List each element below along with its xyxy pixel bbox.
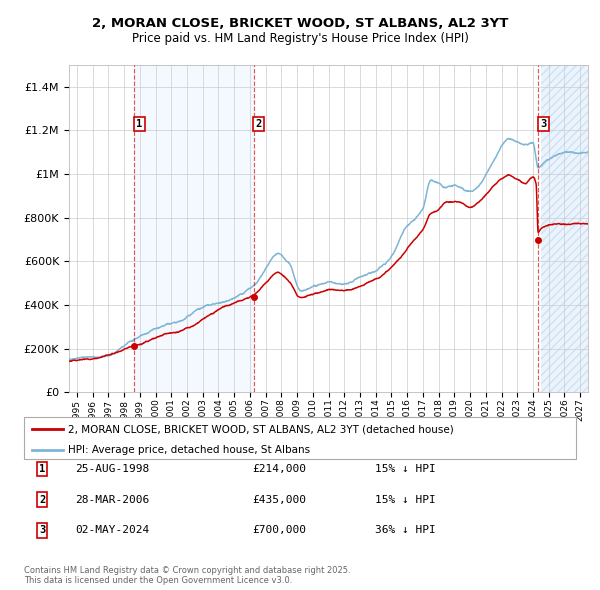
Bar [541, 65, 588, 392]
Text: 2, MORAN CLOSE, BRICKET WOOD, ST ALBANS, AL2 3YT: 2, MORAN CLOSE, BRICKET WOOD, ST ALBANS,… [92, 17, 508, 30]
Bar [134, 65, 254, 392]
Text: Price paid vs. HM Land Registry's House Price Index (HPI): Price paid vs. HM Land Registry's House … [131, 32, 469, 45]
Text: HPI: Average price, detached house, St Albans: HPI: Average price, detached house, St A… [68, 445, 310, 455]
Text: 3: 3 [39, 526, 45, 535]
Text: £700,000: £700,000 [252, 526, 306, 535]
Text: 1: 1 [136, 119, 142, 129]
Text: 15% ↓ HPI: 15% ↓ HPI [375, 464, 436, 474]
Text: 36% ↓ HPI: 36% ↓ HPI [375, 526, 436, 535]
Text: £214,000: £214,000 [252, 464, 306, 474]
Text: Contains HM Land Registry data © Crown copyright and database right 2025.
This d: Contains HM Land Registry data © Crown c… [24, 566, 350, 585]
Text: 28-MAR-2006: 28-MAR-2006 [75, 495, 149, 504]
Text: 3: 3 [540, 119, 547, 129]
Text: 1: 1 [39, 464, 45, 474]
Text: 15% ↓ HPI: 15% ↓ HPI [375, 495, 436, 504]
Text: 2: 2 [39, 495, 45, 504]
Text: £435,000: £435,000 [252, 495, 306, 504]
Text: 25-AUG-1998: 25-AUG-1998 [75, 464, 149, 474]
Bar [541, 65, 588, 392]
Text: 2: 2 [256, 119, 262, 129]
FancyBboxPatch shape [24, 417, 576, 459]
Text: 2, MORAN CLOSE, BRICKET WOOD, ST ALBANS, AL2 3YT (detached house): 2, MORAN CLOSE, BRICKET WOOD, ST ALBANS,… [68, 424, 454, 434]
Text: 02-MAY-2024: 02-MAY-2024 [75, 526, 149, 535]
